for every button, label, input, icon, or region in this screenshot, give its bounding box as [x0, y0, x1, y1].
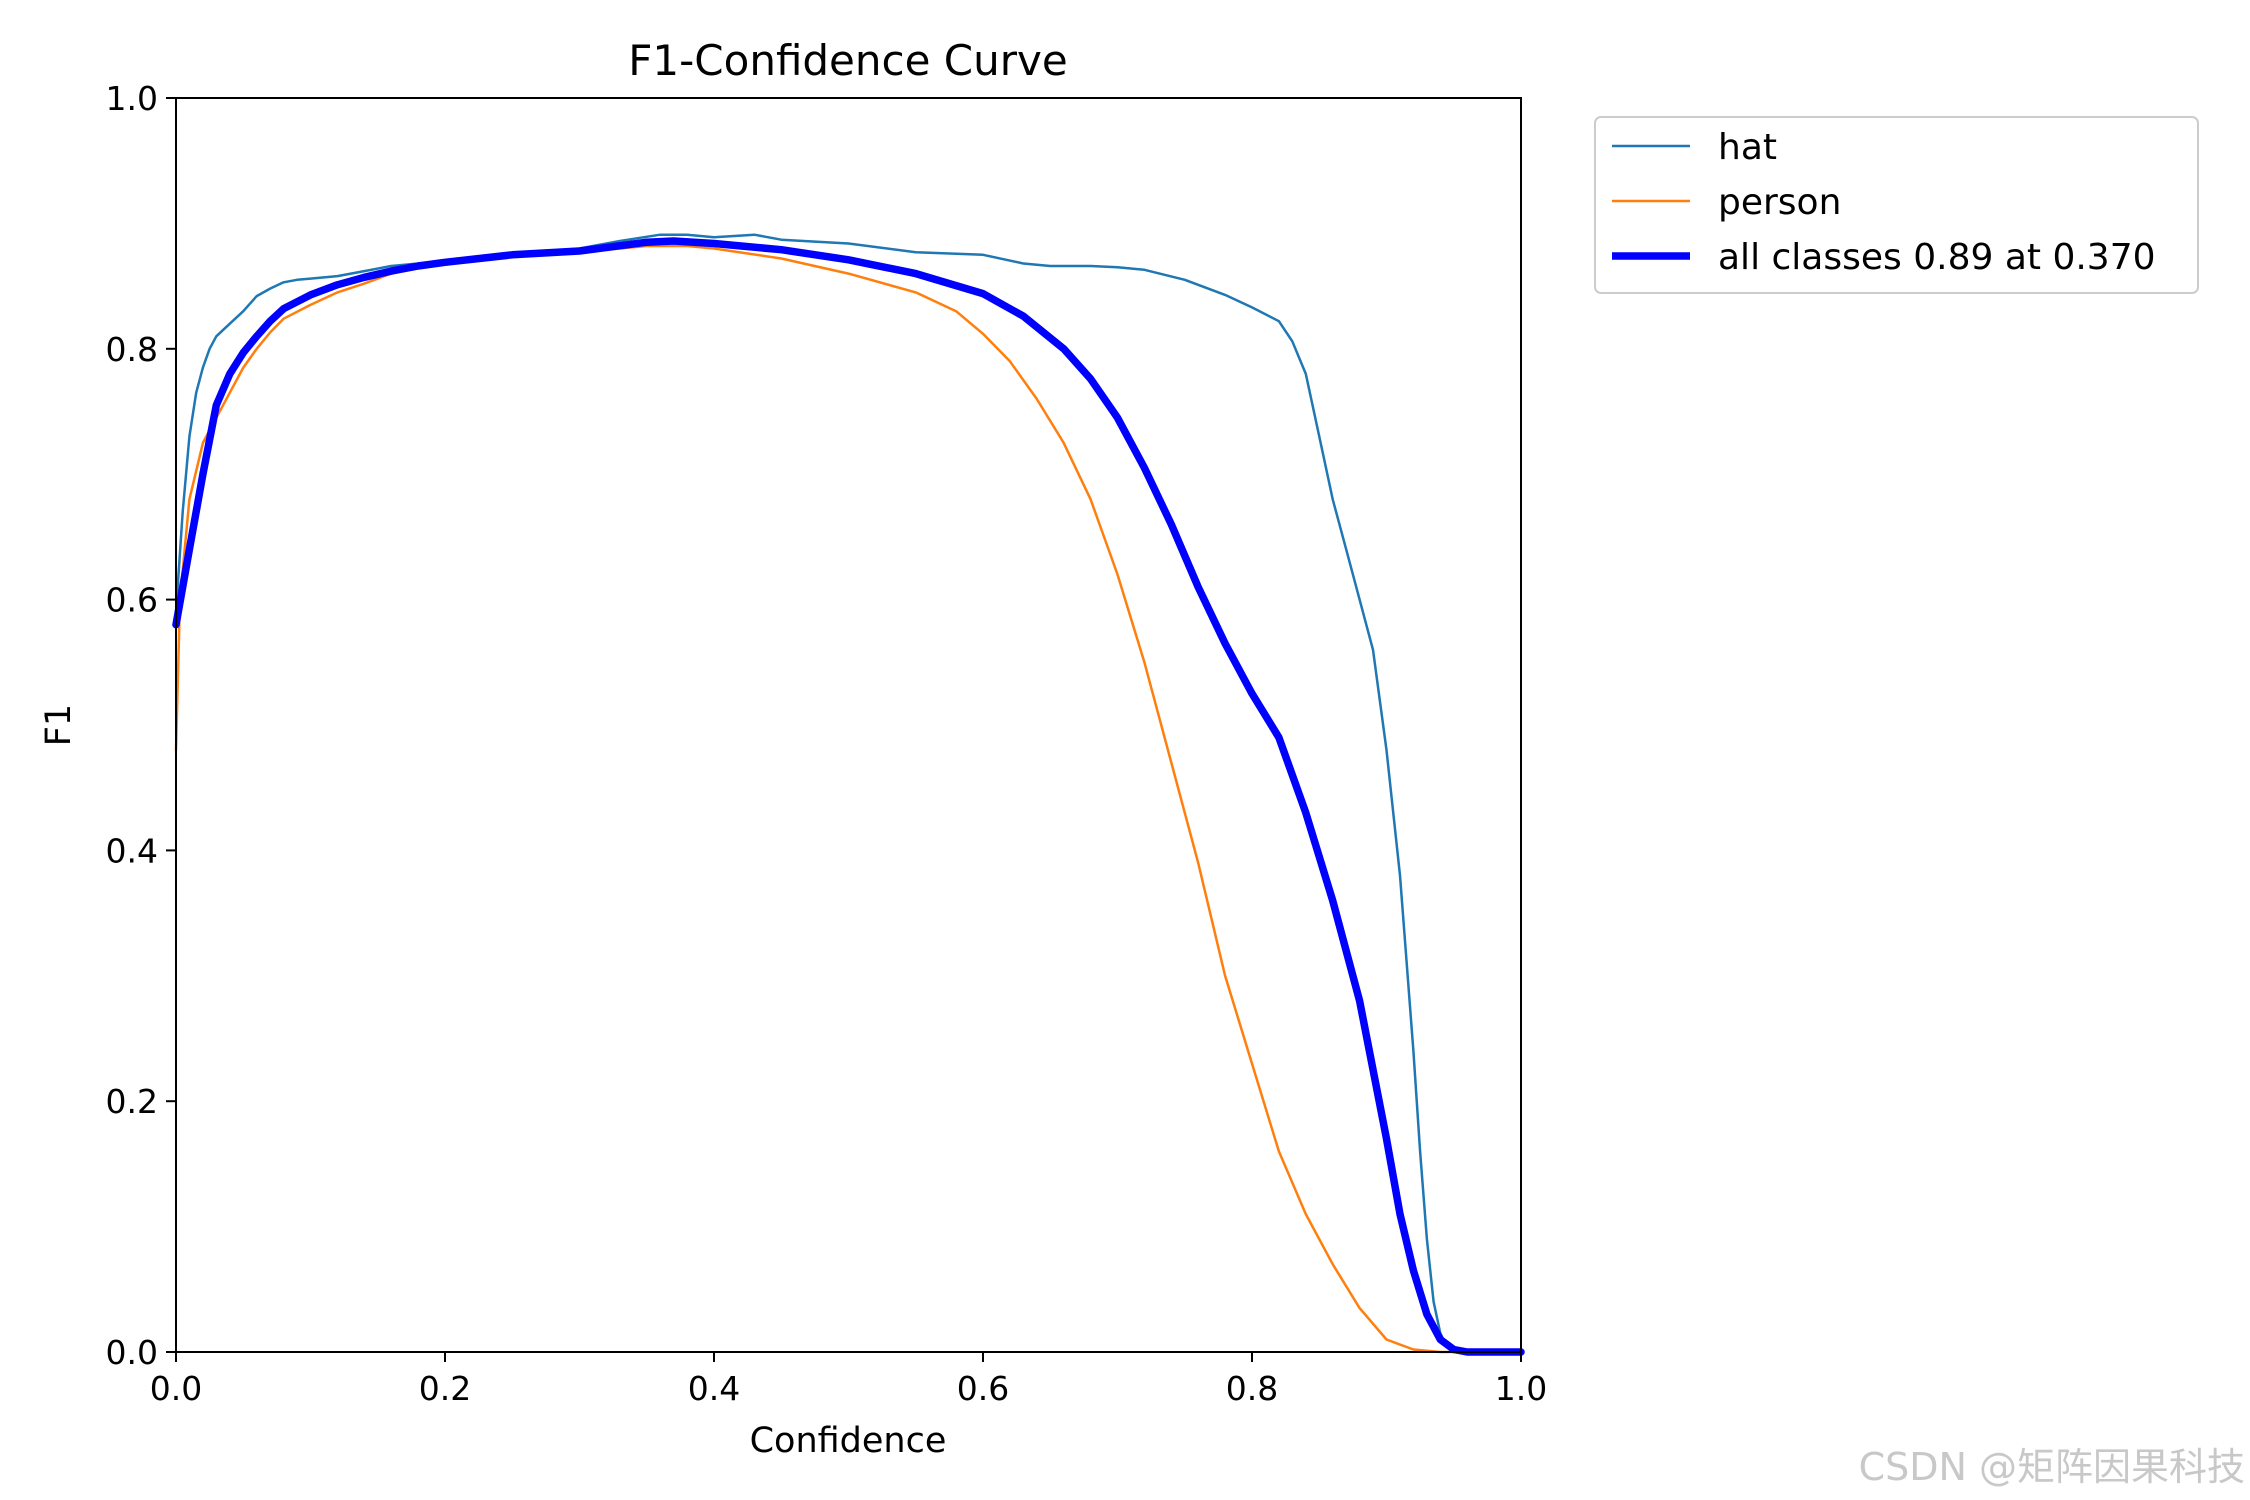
x-tick-label: 0.4 — [688, 1369, 740, 1408]
x-tick-label: 0.8 — [1226, 1369, 1278, 1408]
chart-title: F1-Confidence Curve — [628, 36, 1067, 85]
y-tick-label: 0.0 — [106, 1333, 158, 1372]
legend-label: hat — [1718, 127, 1777, 168]
y-tick-label: 1.0 — [106, 79, 158, 118]
series-line-all — [176, 241, 1521, 1352]
legend-label: all classes 0.89 at 0.370 — [1718, 237, 2156, 278]
plot-frame — [176, 98, 1521, 1352]
legend: hat person all classes 0.89 at 0.370 — [1595, 117, 2198, 293]
series-line-person — [176, 246, 1521, 1352]
x-tick-label: 1.0 — [1495, 1369, 1547, 1408]
x-tick-label: 0.2 — [419, 1369, 471, 1408]
x-axis: 0.0 0.2 0.4 0.6 0.8 1.0 — [150, 1352, 1547, 1408]
x-tick-label: 0.0 — [150, 1369, 202, 1408]
y-tick-label: 0.4 — [106, 831, 158, 870]
y-tick-label: 0.6 — [106, 581, 158, 620]
watermark: CSDN @矩阵因果科技 — [1859, 1445, 2245, 1489]
x-tick-label: 0.6 — [957, 1369, 1009, 1408]
y-tick-label: 0.8 — [106, 330, 158, 369]
x-axis-title: Confidence — [750, 1421, 947, 1461]
y-axis-title: F1 — [39, 704, 79, 746]
series-layer — [176, 235, 1521, 1352]
y-axis: 0.0 0.2 0.4 0.6 0.8 1.0 — [106, 79, 176, 1372]
y-tick-label: 0.2 — [106, 1082, 158, 1121]
series-line-hat — [176, 235, 1521, 1352]
legend-label: person — [1718, 182, 1841, 223]
